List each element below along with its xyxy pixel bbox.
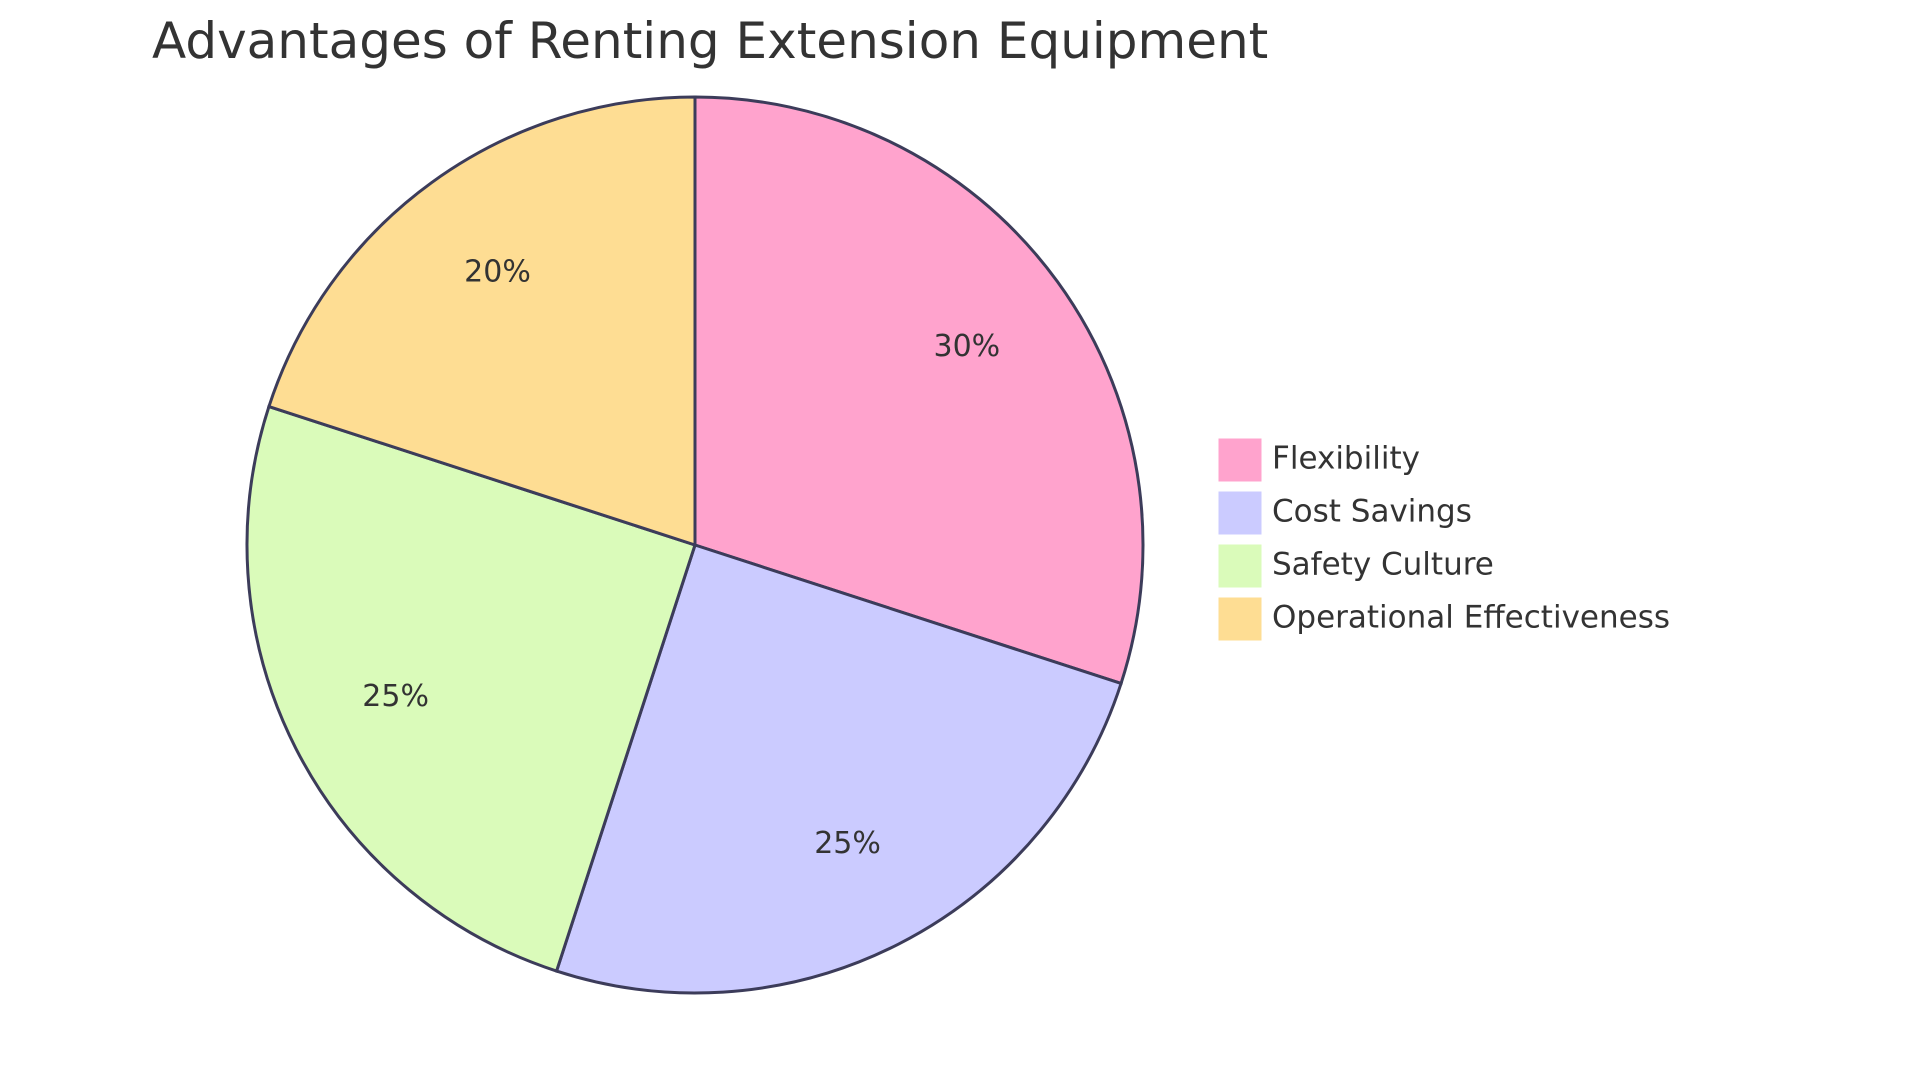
legend-swatch-operational-effectiveness (1217, 596, 1263, 642)
legend-swatch-flexibility (1217, 437, 1263, 483)
legend-label-safety-culture: Safety Culture (1272, 547, 1494, 583)
pie-slice-flexibility (693, 95, 1145, 686)
legend-swatch-cost-savings (1217, 490, 1263, 536)
slice-label-operational-effectiveness: 20% (464, 255, 531, 290)
chart-title: Advantages of Renting Extension Equipmen… (152, 12, 1268, 70)
pie-slice-cost-savings (554, 543, 1123, 995)
pie-slice-operational-effectiveness (267, 95, 697, 548)
legend-label-flexibility: Flexibility (1272, 441, 1420, 477)
legend-swatch-safety-culture (1217, 543, 1263, 589)
slice-label-safety-culture: 25% (362, 679, 429, 714)
legend: Flexibility Cost Savings Safety Culture Ope… (1217, 437, 1670, 642)
legend-label-cost-savings: Cost Savings (1272, 494, 1472, 530)
slice-label-cost-savings: 25% (814, 826, 881, 861)
slice-labels: 30% 25% 25% 20% (362, 255, 1000, 861)
legend-label-operational-effectiveness: Operational Effectiveness (1272, 600, 1670, 636)
slice-label-flexibility: 30% (933, 329, 1000, 364)
pie-slices (245, 95, 1145, 995)
pie-slice-safety-culture (245, 404, 697, 973)
